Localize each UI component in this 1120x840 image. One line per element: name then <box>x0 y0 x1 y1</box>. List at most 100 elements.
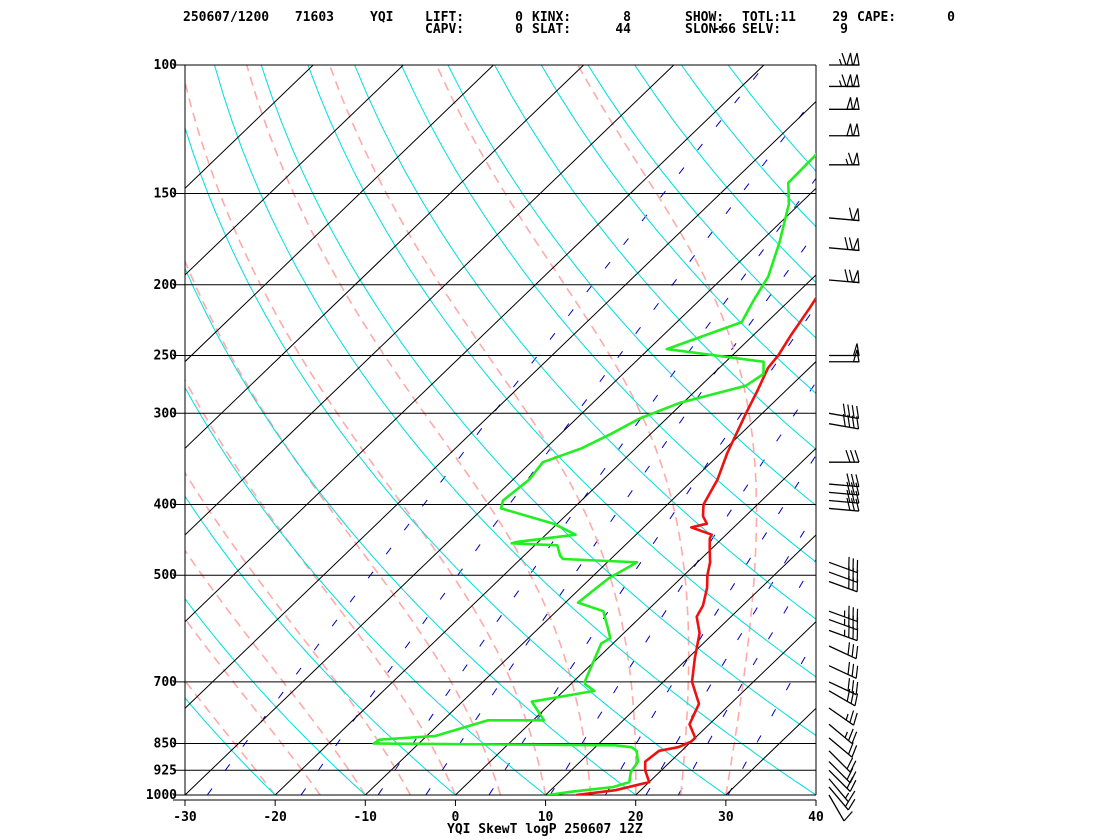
wind-barb <box>828 473 860 488</box>
header-station-id: YQI <box>370 10 394 25</box>
wind-barb <box>828 678 859 696</box>
isotherm--50 <box>185 65 765 623</box>
x-tick-label: 30 <box>718 810 734 825</box>
wind-barb <box>828 237 860 252</box>
header-totl-label: TOTL: <box>742 10 782 25</box>
isotherm--80 <box>185 65 494 363</box>
footer-title: YQI SkewT logP 250607 12Z <box>447 822 643 837</box>
isotherm-10 <box>545 534 816 795</box>
isotherm--90 <box>185 65 404 276</box>
y-tick-label: 150 <box>154 187 178 202</box>
dry-adiabat-110 <box>540 65 816 395</box>
header-cape-label: CAPE: <box>857 10 897 25</box>
header-slon-value: -66 <box>712 22 736 37</box>
header-datetime: 250607/1200 <box>183 10 270 25</box>
y-tick-label: 925 <box>154 763 177 778</box>
mixing-ratio-2 <box>377 177 816 795</box>
header-capv-value: 0 <box>515 22 523 37</box>
y-tick-label: 100 <box>154 58 178 73</box>
moist-adiabat-5 <box>185 259 502 795</box>
wind-barb <box>828 794 853 822</box>
wind-barb <box>828 269 860 284</box>
wind-barbs <box>828 52 860 822</box>
isotherm--10 <box>364 360 816 795</box>
header-lift-label: LIFT: <box>425 10 465 25</box>
x-tick-label: 20 <box>628 810 644 825</box>
x-tick-label: 40 <box>808 810 824 825</box>
isotherm--20 <box>274 274 816 795</box>
header-stats: 250607/1200 71603 YQI LIFT: 0 KINX: 8 SHOW: 11 TO… <box>0 0 1120 40</box>
y-tick-label: 200 <box>154 278 178 293</box>
header-totl-value: 29 <box>832 10 848 25</box>
moist-adiabats <box>185 65 758 795</box>
mixing-ratio-3 <box>425 231 816 795</box>
pressure-tick-labels: 100 150 200 250 300 400 500 700 850 925 1000 <box>146 58 177 803</box>
dry-adiabat-10 <box>185 386 547 795</box>
isotherm--70 <box>185 65 584 449</box>
wind-barb <box>828 778 856 803</box>
moist-adiabat-20 <box>328 65 637 795</box>
isotherm--100 <box>185 65 314 189</box>
mixing-ratio-8 <box>549 381 816 795</box>
moist-adiabat-30 <box>577 65 758 795</box>
moist-adiabat-0 <box>185 378 457 795</box>
isotherm-0 <box>455 447 816 795</box>
wind-barb <box>828 661 859 679</box>
header-show-value: 11 <box>780 10 796 25</box>
mixing-ratio-12 <box>604 454 816 795</box>
wind-barb <box>829 449 860 463</box>
y-tick-label: 500 <box>154 568 178 583</box>
isotherm--60 <box>185 65 675 536</box>
header-cape-value: 0 <box>947 10 955 25</box>
dry-adiabat-140 <box>680 65 816 228</box>
header-show-label: SHOW: <box>685 10 725 25</box>
header-slat-value: 44 <box>615 22 631 37</box>
plot-frame <box>173 65 817 801</box>
wind-barb <box>829 74 860 88</box>
y-tick-label: 850 <box>154 736 178 751</box>
header-kinx-label: KINX: <box>532 10 572 25</box>
wind-barb <box>828 688 859 707</box>
y-tick-label: 1000 <box>146 788 177 803</box>
x-tick-label: -30 <box>173 810 197 825</box>
wind-barb <box>828 707 858 726</box>
wind-barb <box>828 481 860 496</box>
dry-adiabat-40 <box>213 65 816 795</box>
y-tick-label: 400 <box>154 498 178 513</box>
wind-barb <box>828 489 860 504</box>
isotherm-40 <box>815 794 816 795</box>
wind-barb <box>828 413 860 430</box>
wind-barb <box>829 343 860 357</box>
dry-adiabat-90 <box>447 65 816 507</box>
temperature-line <box>576 295 816 795</box>
wind-barb <box>828 576 859 593</box>
x-tick-label: 10 <box>538 810 554 825</box>
y-tick-label: 300 <box>154 406 178 421</box>
dry-adiabat-60 <box>307 65 816 678</box>
wind-barb <box>828 642 859 660</box>
dry-adiabat--10 <box>185 598 367 795</box>
wind-barb <box>829 152 860 166</box>
wind-barb <box>828 786 856 811</box>
header-selv-label: SELV: <box>742 22 782 37</box>
x-tick-label: -10 <box>354 810 378 825</box>
dry-adiabat-30 <box>185 126 727 795</box>
isotherm--30 <box>185 187 816 795</box>
wind-barb <box>828 624 859 642</box>
header-station-number: 71603 <box>294 10 334 25</box>
wind-barb <box>828 737 858 758</box>
y-tick-label: 250 <box>154 348 178 363</box>
dry-adiabat-130 <box>634 65 816 284</box>
x-tick-label: 0 <box>452 810 460 825</box>
isotherm-30 <box>725 707 816 795</box>
wind-barb <box>829 123 860 137</box>
wind-barb <box>829 97 860 110</box>
y-tick-label: 700 <box>154 675 178 690</box>
dry-adiabat--20 <box>185 697 276 795</box>
mixing-ratio-1 <box>300 95 816 795</box>
wind-barb <box>828 723 858 745</box>
header-slat-label: SLAT: <box>532 22 572 37</box>
isotherm--40 <box>185 100 816 710</box>
dry-adiabat-0 <box>185 495 457 795</box>
isotherms <box>185 65 816 795</box>
